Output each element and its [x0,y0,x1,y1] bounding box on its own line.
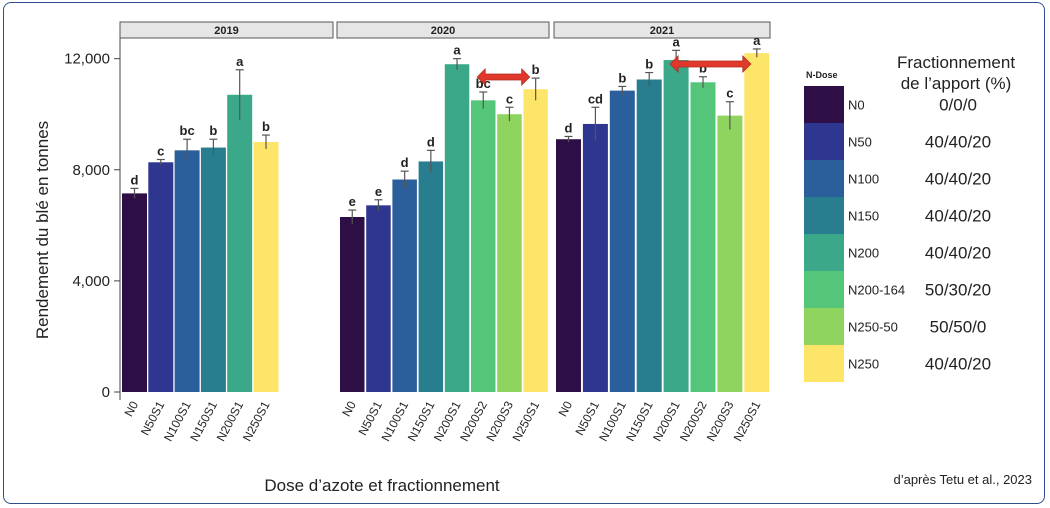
y-tick-label: 12,000 [64,51,110,68]
legend-key-label: N250-50 [848,320,898,335]
legend-split-value: 50/30/20 [925,281,991,300]
significance-letter: a [672,34,680,49]
legend-key-label: N200 [848,246,879,261]
significance-letter: b [645,57,653,72]
significance-letter: bc [180,123,195,138]
significance-letter: e [349,194,356,209]
significance-letter: c [726,86,733,101]
bar [609,90,635,392]
bar [200,147,226,392]
y-tick-label: 0 [102,384,110,401]
source-note: d’après Tetu et al., 2023 [893,472,1032,487]
significance-letter: b [209,123,217,138]
y-axis-label: Rendement du blé en tonnes [33,121,52,339]
panel-strip [553,21,771,39]
significance-letter: d [565,120,573,135]
split-column-title-line2: de l’apport (%) [901,74,1012,93]
x-tick-label: N0 [556,399,576,419]
significance-letter: d [401,155,409,170]
significance-letter: a [753,33,761,48]
x-tick-label: N50S1 [572,399,602,438]
arrow-shape [476,68,531,86]
bar [717,115,743,392]
bar [227,94,253,393]
legend-swatch [804,271,844,308]
panel-strip [119,21,334,39]
legend-key-label: N250 [848,357,879,372]
legend-key-label: N200-164 [848,283,905,298]
legend-key-label: N100 [848,172,879,187]
bar [122,193,147,392]
panel-title: 2021 [650,25,674,37]
bar [523,89,548,392]
bar [556,139,581,392]
bar [392,179,417,392]
legend-swatch [804,234,844,271]
significance-letter: d [427,134,435,149]
panel-strip [336,21,550,39]
figure-frame [3,2,1045,504]
legend-split-value: 40/40/20 [925,355,991,374]
comparison-arrow [476,68,531,86]
legend-split-value: 40/40/20 [925,244,991,263]
y-tick-label: 8,000 [72,162,110,179]
significance-letter: b [262,119,270,134]
bar [366,205,391,392]
legend-swatch [804,123,844,160]
bar [340,217,365,392]
significance-letter: cd [588,91,603,106]
significance-letter: a [236,54,244,69]
x-tick-label: N0 [339,399,359,419]
bar [690,82,716,393]
legend-swatch [804,197,844,234]
significance-letter: b [699,61,707,76]
significance-letter: c [506,91,513,106]
legend-swatch [804,86,844,123]
significance-letter: c [157,144,164,159]
bar [582,123,608,392]
comparison-arrow [669,55,752,73]
split-column-title-line1: Fractionnement [897,53,1015,72]
bar [663,60,689,393]
bar [497,114,522,392]
bar [253,142,279,392]
panel-title: 2020 [431,25,455,37]
legend-title: N-Dose [806,70,838,80]
legend-split-value: 40/40/20 [925,207,991,226]
bar [444,64,470,392]
legend-split-value: 40/40/20 [925,170,991,189]
legend-split-value: 0/0/0 [939,96,977,115]
significance-letter: b [618,70,626,85]
legend-split-value: 40/40/20 [925,133,991,152]
legend-key-label: N0 [848,98,865,113]
bar [744,53,770,392]
legend-split-value: 50/50/0 [930,318,987,337]
x-axis-label: Dose d’azote et fractionnement [264,476,500,495]
panel-title: 2019 [214,25,238,37]
x-tick-label: N0 [122,399,142,419]
legend-swatch [804,308,844,345]
arrow-shape [669,55,752,73]
legend-key-label: N150 [848,209,879,224]
legend-swatch [804,345,844,382]
legend-key-label: N50 [848,135,872,150]
significance-letter: a [453,43,461,58]
bar [148,162,174,392]
significance-letter: e [375,184,382,199]
bar [418,161,444,392]
bar [471,100,496,392]
y-tick-label: 4,000 [72,273,110,290]
bar [636,79,662,392]
legend-swatch [804,160,844,197]
bar [174,150,200,392]
significance-letter: d [131,172,139,187]
significance-letter: b [532,62,540,77]
